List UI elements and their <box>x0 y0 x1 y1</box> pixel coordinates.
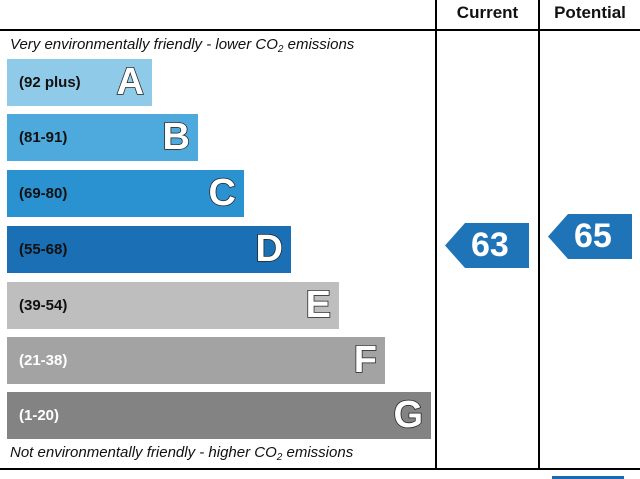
rating-band-e: (39-54) E <box>7 282 339 329</box>
band-range-label: (21-38) <box>19 352 68 369</box>
potential-rating-value: 65 <box>574 217 612 255</box>
band-letter: E <box>305 283 332 327</box>
bottom-note-text: Not environmentally friendly - higher CO <box>10 444 277 461</box>
top-note-text: Very environmentally friendly - lower CO <box>10 36 278 53</box>
current-rating-arrow: 63 <box>445 223 529 268</box>
bottom-note: Not environmentally friendly - higher CO… <box>10 444 353 463</box>
footer-divider <box>0 468 640 470</box>
rating-band-g: (1-20) G <box>7 392 431 439</box>
current-rating-value: 63 <box>471 226 509 264</box>
column-header-potential: Potential <box>554 3 626 22</box>
divider-current <box>435 0 437 470</box>
rating-band-b: (81-91) B <box>7 114 198 161</box>
rating-band-a: (92 plus) A <box>7 59 152 106</box>
band-range-label: (55-68) <box>19 241 68 258</box>
potential-arrow-shape <box>548 214 632 259</box>
current-arrow-shape <box>445 223 529 268</box>
band-letter: C <box>208 171 237 215</box>
rating-band-d: (55-68) D <box>7 226 291 273</box>
top-note-subscript: 2 <box>277 44 284 55</box>
band-letter: G <box>393 393 424 437</box>
header-divider <box>0 29 640 31</box>
column-header-current: Current <box>456 3 519 22</box>
band-range-label: (1-20) <box>19 407 60 424</box>
band-letter: A <box>116 60 145 104</box>
rating-band-c: (69-80) C <box>7 170 244 217</box>
band-range-label: (81-91) <box>19 129 68 146</box>
potential-rating-arrow: 65 <box>548 214 632 259</box>
band-letter: D <box>255 227 284 271</box>
divider-potential <box>538 0 540 470</box>
band-range-label: (39-54) <box>19 297 68 314</box>
band-letter: F <box>353 338 378 382</box>
band-letter: B <box>162 115 191 159</box>
rating-band-f: (21-38) F <box>7 337 385 384</box>
band-range-label: (92 plus) <box>19 74 81 91</box>
bottom-note-end: emissions <box>282 444 354 461</box>
top-note: Very environmentally friendly - lower CO… <box>10 36 354 55</box>
band-range-label: (69-80) <box>19 185 68 202</box>
bottom-edge-tab <box>552 476 624 479</box>
bottom-note-subscript: 2 <box>276 452 283 463</box>
top-note-end: emissions <box>283 36 355 53</box>
